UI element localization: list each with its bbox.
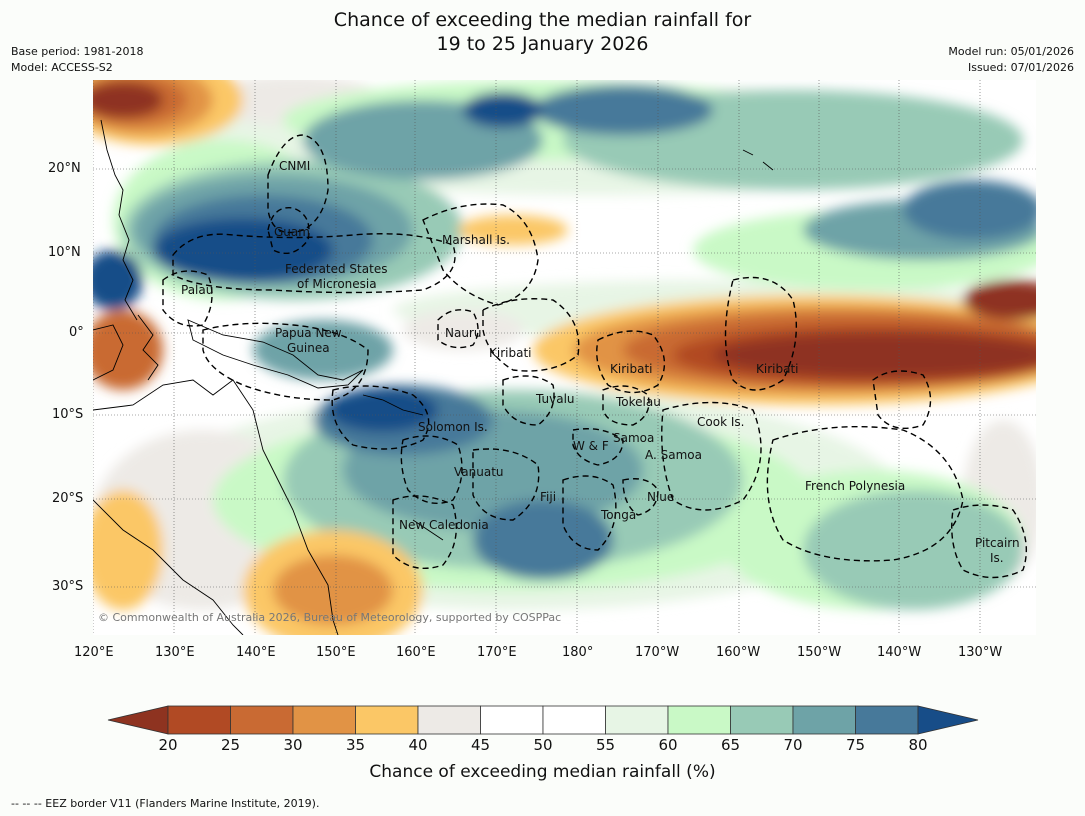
lat-label-0: 0°: [69, 325, 84, 341]
lat-label-20s: 20°S: [52, 491, 83, 507]
colorbar-arrow-low: [108, 706, 168, 734]
place-guam: Guam: [274, 225, 310, 239]
lon-label-140w: 140°W: [877, 645, 921, 661]
lon-label-130w: 130°W: [958, 645, 1002, 661]
lon-label-120e: 120°E: [74, 645, 114, 661]
colorbar-label-50: 50: [533, 736, 552, 754]
place-tokelau: Tokelau: [615, 395, 661, 409]
lon-label-150e: 150°E: [316, 645, 356, 661]
colorbar-segment: [231, 706, 294, 734]
place-cook: Cook Is.: [697, 415, 744, 429]
place-kiribati-2: Kiribati: [610, 362, 652, 376]
lon-label-180: 180°: [562, 645, 593, 661]
colorbar-label-80: 80: [908, 736, 927, 754]
colorbar-label-70: 70: [783, 736, 802, 754]
lon-label-140e: 140°E: [236, 645, 276, 661]
lat-label-10n: 10°N: [48, 245, 81, 261]
colorbar-arrow-high: [918, 706, 978, 734]
eez-footnote: -- -- -- EEZ border V11 (Flanders Marine…: [11, 797, 319, 810]
issued-date: Issued: 07/01/2026: [968, 60, 1074, 75]
colorbar-segment: [793, 706, 856, 734]
region-blue: [473, 500, 613, 580]
colorbar-label-45: 45: [471, 736, 490, 754]
place-tuvalu: Tuvalu: [535, 392, 575, 406]
place-niue: Niue: [647, 490, 674, 504]
place-cnmi: CNMI: [279, 159, 310, 173]
colorbar-segment: [731, 706, 794, 734]
place-nauru: Nauru: [445, 326, 481, 340]
colorbar-segment: [481, 706, 544, 734]
copyright-notice: © Commonwealth of Australia 2026, Bureau…: [98, 611, 561, 624]
place-kiribati-1: Kiribati: [489, 346, 531, 360]
place-new-caledonia: New Caledonia: [399, 518, 489, 532]
lon-label-150w: 150°W: [797, 645, 841, 661]
colorbar-label-60: 60: [658, 736, 677, 754]
colorbar-label-20: 20: [158, 736, 177, 754]
lon-label-130e: 130°E: [155, 645, 195, 661]
lat-label-30s: 30°S: [52, 579, 83, 595]
place-pitcairn-2: Is.: [990, 551, 1004, 565]
model-name: Model: ACCESS-S2: [11, 60, 113, 75]
rainfall-map: CNMI Guam Marshall Is. Federated States …: [93, 80, 1036, 635]
region-teal: [803, 490, 1023, 610]
place-kiribati-3: Kiribati: [756, 362, 798, 376]
colorbar-segment: [668, 706, 731, 734]
colorbar-label-25: 25: [221, 736, 240, 754]
place-wf: W & F: [573, 439, 609, 453]
place-micronesia-2: of Micronesia: [297, 277, 377, 291]
place-fiji: Fiji: [540, 490, 556, 504]
colorbar-label-30: 30: [283, 736, 302, 754]
colorbar-label-75: 75: [846, 736, 865, 754]
title-line-2: 19 to 25 January 2026: [0, 32, 1085, 56]
model-run: Model run: 05/01/2026: [948, 44, 1074, 59]
colorbar-segment: [168, 706, 231, 734]
colorbar-segment: [856, 706, 919, 734]
colorbar-label-35: 35: [346, 736, 365, 754]
place-french-polynesia: French Polynesia: [805, 479, 905, 493]
title-line-1: Chance of exceeding the median rainfall …: [0, 8, 1085, 32]
place-png-2: Guinea: [287, 341, 330, 355]
lat-label-10s: 10°S: [52, 407, 83, 423]
colorbar-segment: [418, 706, 481, 734]
place-png-1: Papua New: [275, 326, 342, 340]
place-palau: Palau: [181, 283, 213, 297]
place-pitcairn-1: Pitcairn: [975, 536, 1020, 550]
lon-label-170w: 170°W: [635, 645, 679, 661]
place-american-samoa: A. Samoa: [645, 448, 702, 462]
place-micronesia-1: Federated States: [285, 262, 387, 276]
colorbar-segment: [606, 706, 669, 734]
colorbar-label-65: 65: [721, 736, 740, 754]
place-solomon: Solomon Is.: [418, 420, 488, 434]
lon-label-170e: 170°E: [477, 645, 517, 661]
region-dark-blue: [463, 92, 543, 128]
colorbar-segment: [293, 706, 356, 734]
colorbar-segment: [543, 706, 606, 734]
lon-label-160e: 160°E: [396, 645, 436, 661]
colorbar-label-55: 55: [596, 736, 615, 754]
colorbar-label-40: 40: [408, 736, 427, 754]
place-samoa: Samoa: [613, 431, 654, 445]
colorbar-title: Chance of exceeding median rainfall (%): [0, 762, 1085, 782]
region-blue: [533, 85, 713, 135]
lon-label-160w: 160°W: [716, 645, 760, 661]
colorbar-segment: [356, 706, 419, 734]
colorbar: [105, 703, 981, 737]
base-period: Base period: 1981-2018: [11, 44, 143, 59]
place-tonga: Tonga: [600, 508, 636, 522]
lat-label-20n: 20°N: [48, 161, 81, 177]
place-vanuatu: Vanuatu: [454, 465, 504, 479]
place-marshall: Marshall Is.: [442, 233, 510, 247]
